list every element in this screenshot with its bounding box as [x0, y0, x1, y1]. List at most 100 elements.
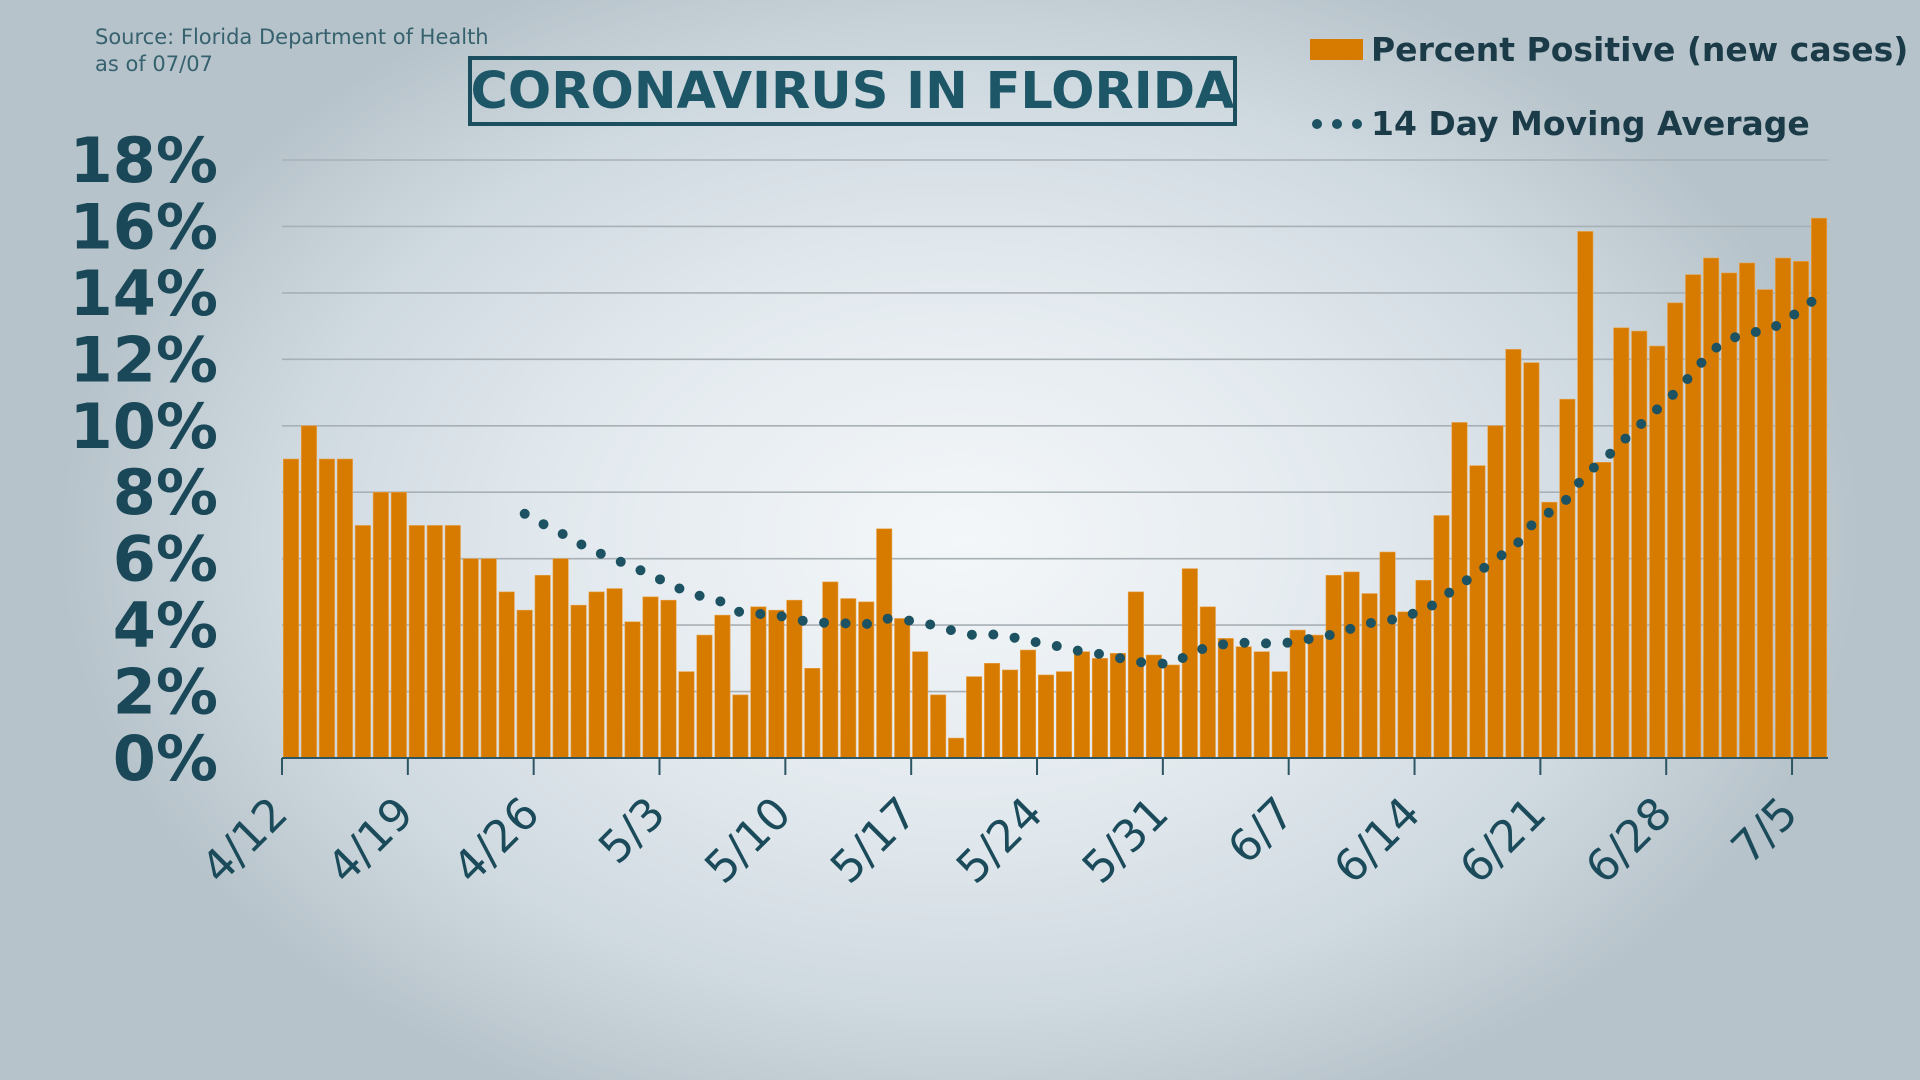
bar — [912, 651, 929, 759]
bar — [498, 591, 515, 759]
bar — [678, 671, 695, 759]
bar — [1433, 515, 1450, 759]
bar — [1217, 638, 1234, 759]
x-axis — [281, 757, 1828, 775]
bar — [1505, 349, 1522, 759]
bar — [1020, 649, 1037, 759]
bar — [1793, 261, 1810, 759]
bar — [894, 618, 911, 759]
y-tick-label: 6% — [113, 523, 218, 596]
bar — [1559, 398, 1576, 759]
bar — [408, 525, 425, 759]
bar — [948, 737, 965, 759]
bar — [1613, 327, 1630, 759]
bar — [606, 588, 623, 759]
source-note: Source: Florida Department of Health as … — [95, 24, 489, 78]
bar — [660, 599, 677, 759]
x-tick-label: 5/17 — [821, 788, 927, 894]
y-tick-label: 8% — [113, 456, 218, 529]
x-axis-labels: 4/12 4/19 4/26 5/3 5/10 5/17 5/24 5/31 6/7 6/14 6/… — [192, 788, 1808, 894]
bar — [318, 458, 335, 759]
bar — [426, 525, 443, 759]
bar — [552, 558, 569, 759]
bar — [282, 458, 299, 759]
dotted-line-icon — [1310, 117, 1363, 131]
bar — [570, 604, 587, 759]
bar — [1721, 272, 1738, 759]
bar — [804, 667, 821, 759]
y-axis-labels: 0%2%4%6%8%10%12%14%16%18% — [70, 124, 218, 795]
bar — [768, 609, 785, 759]
x-tick-label: 4/26 — [444, 788, 550, 894]
bar — [1595, 462, 1612, 759]
bar — [354, 525, 371, 759]
bar — [696, 634, 713, 759]
chart-title: CORONAVIRUS IN FLORIDA — [470, 61, 1235, 121]
y-tick-label: 10% — [70, 390, 218, 463]
y-tick-label: 16% — [70, 190, 218, 263]
bar — [1397, 611, 1414, 759]
y-tick-label: 12% — [70, 323, 218, 396]
bar — [336, 458, 353, 759]
bar — [984, 663, 1001, 759]
bar — [750, 606, 767, 759]
y-tick-label: 2% — [113, 656, 218, 729]
x-tick-label: 6/21 — [1450, 788, 1556, 894]
moving-average-dots — [519, 291, 1824, 669]
bar — [1073, 651, 1090, 759]
x-tick-label: 5/3 — [589, 788, 675, 874]
bar — [300, 425, 317, 759]
x-tick-label: 6/7 — [1218, 788, 1304, 874]
y-tick-label: 18% — [70, 124, 218, 197]
bar — [1056, 671, 1072, 759]
bar — [1002, 669, 1019, 759]
bar — [1577, 231, 1594, 759]
bar — [1091, 658, 1108, 759]
bar — [1325, 574, 1342, 759]
bar — [1163, 664, 1180, 759]
chart-title-box: CORONAVIRUS IN FLORIDA — [468, 56, 1237, 126]
x-tick-label: 6/28 — [1576, 788, 1682, 894]
bar — [1541, 501, 1558, 759]
bar-swatch-icon — [1310, 39, 1363, 60]
bar — [876, 528, 893, 759]
x-tick-label: 6/14 — [1324, 788, 1430, 894]
y-tick-label: 4% — [113, 589, 218, 662]
bar — [516, 609, 533, 759]
y-tick-label: 0% — [113, 722, 218, 795]
x-tick-label: 4/12 — [192, 788, 298, 894]
bar — [624, 621, 641, 759]
bar — [1181, 568, 1198, 759]
legend-label-moving-average: 14 Day Moving Average — [1371, 104, 1810, 143]
bar — [462, 558, 479, 759]
y-tick-label: 14% — [70, 257, 218, 330]
bar — [588, 591, 605, 759]
bar — [1703, 257, 1720, 759]
bar — [1235, 646, 1252, 759]
bar — [1379, 551, 1396, 759]
bar — [1127, 591, 1144, 759]
legend-item-percent-positive: Percent Positive (new cases) — [1310, 30, 1908, 69]
bar — [1757, 289, 1774, 759]
bars — [282, 217, 1827, 759]
moving-average-line — [519, 291, 1824, 669]
bar — [1271, 671, 1288, 759]
bar — [1469, 465, 1486, 759]
bar — [966, 676, 983, 759]
legend-label-percent-positive: Percent Positive (new cases) — [1371, 30, 1909, 69]
bar — [444, 525, 461, 759]
legend-item-moving-average: 14 Day Moving Average — [1310, 104, 1810, 143]
bar — [822, 581, 839, 759]
as-of-date: as of 07/07 — [95, 52, 213, 76]
bar — [1775, 257, 1792, 759]
bar — [390, 491, 407, 759]
bar — [372, 491, 389, 759]
bar — [480, 558, 497, 759]
bar — [1038, 674, 1054, 759]
bar — [642, 596, 659, 759]
bar — [1289, 629, 1306, 759]
bar — [1253, 651, 1270, 759]
x-tick-label: 4/19 — [318, 788, 424, 894]
bar — [534, 574, 551, 759]
